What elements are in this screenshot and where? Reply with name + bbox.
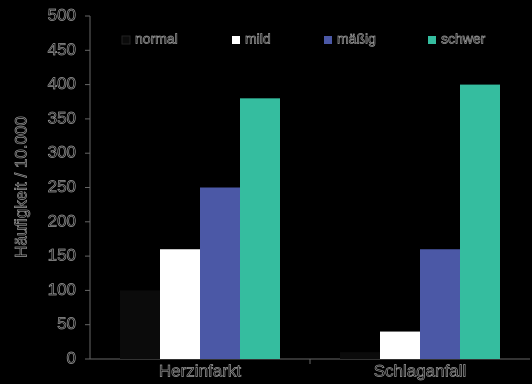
legend-label: mäßig: [337, 31, 376, 47]
legend-swatch: [324, 36, 332, 44]
y-tick-label: 450: [48, 40, 76, 59]
legend-label: normal: [135, 31, 178, 47]
bar: [420, 249, 460, 359]
legend-label: schwer: [441, 31, 486, 47]
legend-swatch: [121, 35, 131, 45]
bar: [200, 187, 240, 359]
y-tick-label: 100: [48, 280, 76, 299]
y-tick-label: 350: [48, 108, 76, 127]
bar: [240, 98, 280, 359]
legend-label: mild: [245, 31, 271, 47]
bar: [460, 84, 500, 359]
y-tick-label: 0: [67, 348, 76, 367]
legend-swatch: [428, 36, 436, 44]
y-tick-label: 50: [57, 314, 76, 333]
legend-swatch: [232, 36, 240, 44]
x-tick-label: Schlaganfall: [374, 361, 467, 380]
bar: [120, 290, 160, 359]
bar: [160, 249, 200, 359]
y-tick-label: 400: [48, 74, 76, 93]
x-tick-label: Herzinfarkt: [159, 361, 241, 380]
y-tick-label: 500: [48, 5, 76, 24]
bar: [380, 331, 420, 359]
y-tick-label: 150: [48, 246, 76, 265]
y-tick-label: 200: [48, 211, 76, 230]
y-tick-label: 300: [48, 143, 76, 162]
bar: [340, 352, 380, 359]
y-axis-label: Häufigkeit / 10.000: [11, 116, 30, 258]
y-tick-label: 250: [48, 177, 76, 196]
